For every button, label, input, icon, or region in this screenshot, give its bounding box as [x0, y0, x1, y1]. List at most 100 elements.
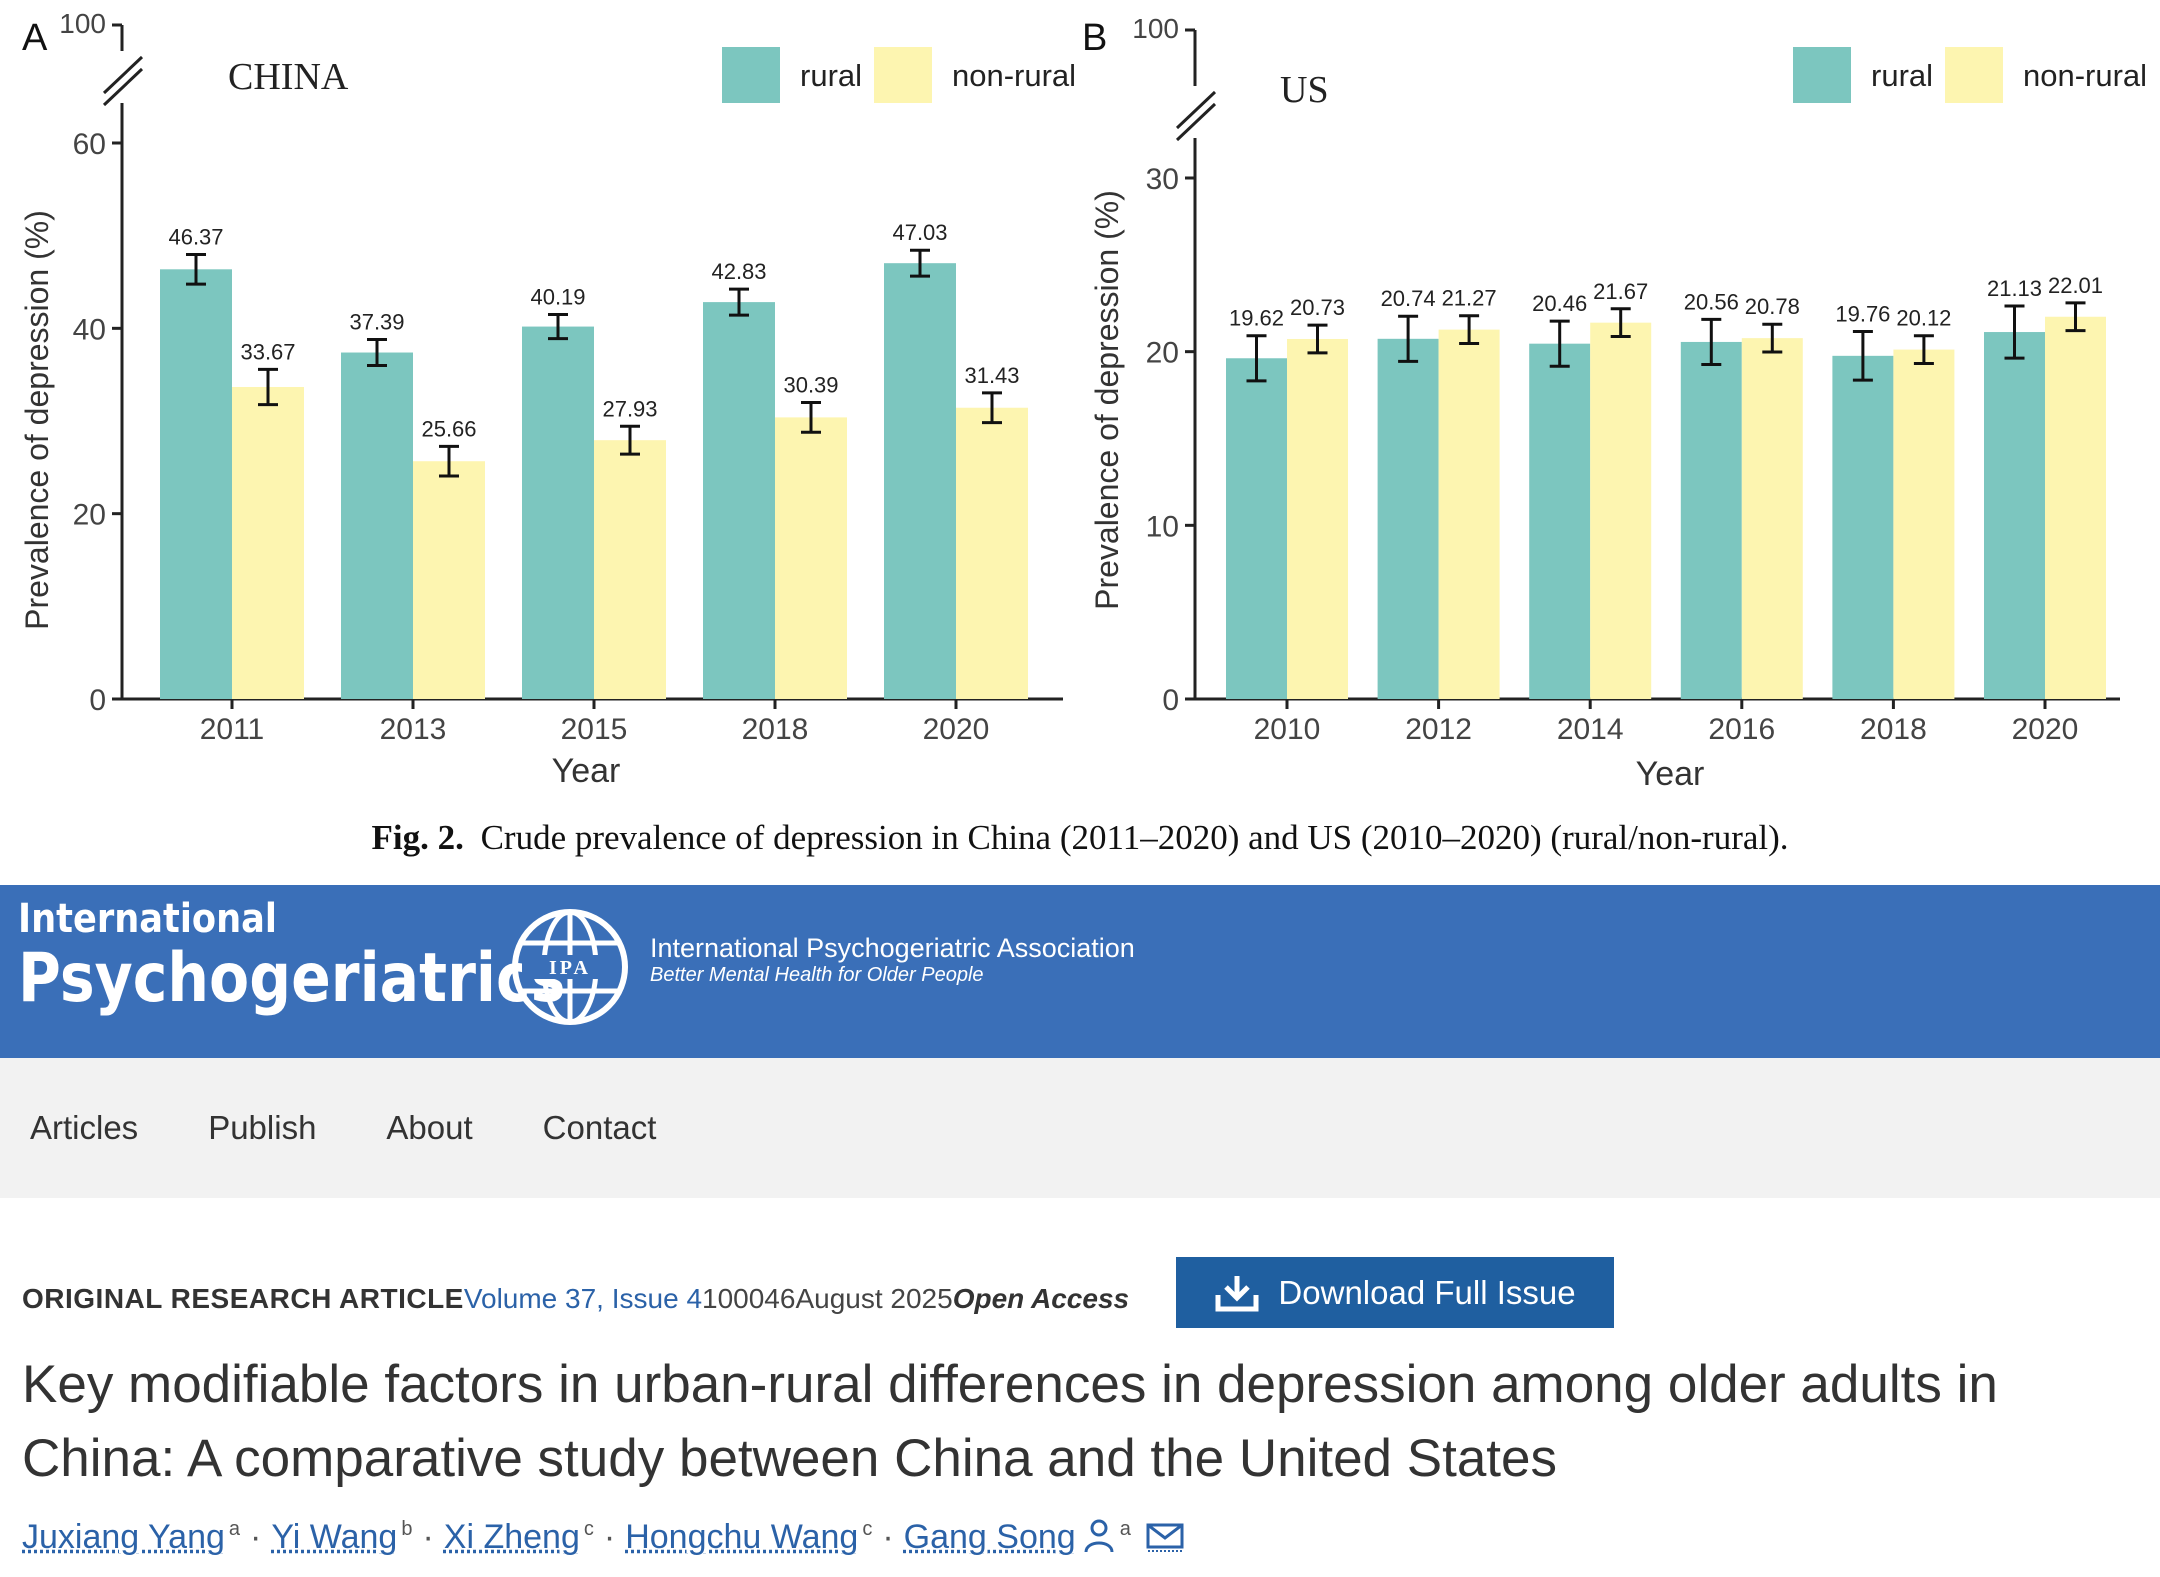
nav-publish[interactable]: Publish: [208, 1109, 317, 1146]
y-tick-label: 0: [1162, 684, 1179, 717]
y-tick-label: 100: [59, 8, 106, 39]
legend-swatch-rural: [1793, 47, 1851, 103]
bar-rural: [160, 269, 232, 699]
author-link[interactable]: Hongchu Wang: [625, 1518, 859, 1556]
bar-non-rural: [232, 386, 304, 699]
ipa-badge-text: IPA: [549, 957, 591, 979]
email-icon[interactable]: [1145, 1518, 1185, 1554]
bar-rural: [1529, 343, 1591, 699]
article-type: ORIGINAL RESEARCH ARTICLE: [22, 1283, 464, 1314]
data-label: 40.19: [530, 285, 585, 310]
article-issue-link[interactable]: Volume 37, Issue 4: [463, 1283, 703, 1314]
bar-non-rural: [956, 407, 1028, 699]
bar-rural: [1377, 338, 1439, 699]
ipa-name: International Psychogeriatric Associatio…: [650, 933, 1135, 963]
x-axis-label: Year: [552, 752, 621, 790]
bar-rural: [1832, 355, 1894, 699]
bar-rural: [1226, 358, 1287, 699]
data-label: 20.74: [1381, 286, 1436, 311]
figure-label: Fig. 2.: [371, 818, 464, 857]
data-label: 19.62: [1229, 306, 1284, 331]
data-label: 20.12: [1896, 306, 1951, 331]
journal-logo[interactable]: International Psychogeriatrics: [18, 899, 655, 1013]
y-tick-label: 10: [1146, 510, 1179, 543]
article-date: August 2025: [795, 1283, 953, 1314]
figure-caption: Fig. 2. Crude prevalence of depression i…: [0, 818, 2160, 858]
article-title: Key modifiable factors in urban-rural di…: [22, 1355, 1998, 1488]
x-tick-label: 2018: [1860, 713, 1927, 746]
axis-break-mark: [102, 67, 144, 107]
author-affiliation: c: [583, 1518, 594, 1540]
legend-swatch-rural: [722, 47, 780, 103]
figure-caption-text: Crude prevalence of depression in China …: [480, 818, 1789, 857]
journal-name-line1: International: [18, 896, 277, 942]
panel-letter: B: [1082, 17, 1107, 59]
site-header: International Psychogeriatrics IPA Inter…: [0, 885, 2160, 1058]
data-label: 37.39: [349, 310, 404, 335]
data-label: 42.83: [711, 259, 766, 284]
author-separator: ·: [422, 1518, 434, 1556]
bar-non-rural: [1893, 349, 1955, 699]
author-affiliation: a: [1119, 1518, 1131, 1540]
download-icon: [1215, 1275, 1259, 1311]
nav-articles[interactable]: Articles: [30, 1109, 139, 1146]
journal-name-line2: Psychogeriatrics: [18, 939, 566, 1018]
x-tick-label: 2013: [380, 713, 447, 746]
y-axis-label: Prevalence of depression (%): [1089, 190, 1125, 610]
data-label: 22.01: [2048, 273, 2103, 298]
author-affiliation: c: [862, 1518, 873, 1540]
data-label: 33.67: [240, 339, 295, 364]
article-header: ORIGINAL RESEARCH ARTICLEVolume 37, Issu…: [0, 1198, 2160, 1577]
author-link[interactable]: Yi Wang: [271, 1518, 398, 1556]
data-label: 21.13: [1987, 276, 2042, 301]
author-link[interactable]: Juxiang Yang: [22, 1518, 225, 1556]
legend-label: non-rural: [952, 58, 1076, 93]
y-tick-label: 20: [1146, 337, 1179, 370]
legend-label: rural: [800, 58, 862, 93]
chart-title: CHINA: [228, 56, 349, 98]
data-label: 30.39: [783, 373, 838, 398]
data-label: 20.78: [1745, 294, 1800, 319]
x-axis-label: Year: [1636, 755, 1705, 793]
author-list: Juxiang Yang a · Yi Wang b · Xi Zheng c · Hong…: [22, 1518, 1185, 1557]
data-label: 21.27: [1442, 286, 1497, 311]
y-axis-label: Prevalence of depression (%): [19, 210, 55, 630]
bar-rural: [1680, 341, 1742, 699]
main-nav: Articles Publish About Contact: [0, 1058, 2160, 1198]
x-tick-label: 2016: [1708, 713, 1775, 746]
y-tick-label: 60: [73, 128, 106, 161]
person-icon[interactable]: [1082, 1518, 1116, 1554]
author-link[interactable]: Xi Zheng: [443, 1518, 580, 1556]
article-id: 100046: [702, 1283, 796, 1314]
data-label: 25.66: [421, 416, 476, 441]
bar-rural: [1984, 332, 2045, 699]
data-label: 47.03: [892, 220, 947, 245]
x-tick-label: 2018: [742, 713, 809, 746]
bar-non-rural: [1287, 338, 1348, 699]
x-tick-label: 2011: [200, 713, 265, 746]
nav-about[interactable]: About: [386, 1109, 473, 1146]
author-affiliation: a: [228, 1518, 241, 1540]
legend-label: rural: [1871, 58, 1933, 93]
legend-swatch-non-rural: [1945, 47, 2003, 103]
author-link[interactable]: Gang Song: [903, 1518, 1076, 1556]
bar-rural: [522, 326, 594, 699]
chart-title: US: [1280, 69, 1329, 111]
axis-break-mark: [1175, 102, 1217, 142]
bar-non-rural: [1741, 338, 1803, 699]
download-full-issue-button[interactable]: Download Full Issue: [1176, 1257, 1614, 1328]
bar-non-rural: [1590, 322, 1652, 699]
x-tick-label: 2020: [923, 713, 990, 746]
bar-rural: [884, 263, 956, 699]
data-label: 46.37: [168, 224, 223, 249]
x-tick-label: 2010: [1254, 713, 1321, 746]
x-tick-label: 2014: [1557, 713, 1624, 746]
data-label: 20.46: [1532, 291, 1587, 316]
nav-contact[interactable]: Contact: [542, 1109, 657, 1146]
author-separator: ·: [882, 1518, 894, 1556]
x-tick-label: 2012: [1405, 713, 1472, 746]
globe-icon: IPA: [512, 909, 628, 1025]
bar-non-rural: [1438, 329, 1500, 699]
axis-break-mark: [1175, 90, 1217, 130]
panel-letter: A: [22, 17, 48, 59]
